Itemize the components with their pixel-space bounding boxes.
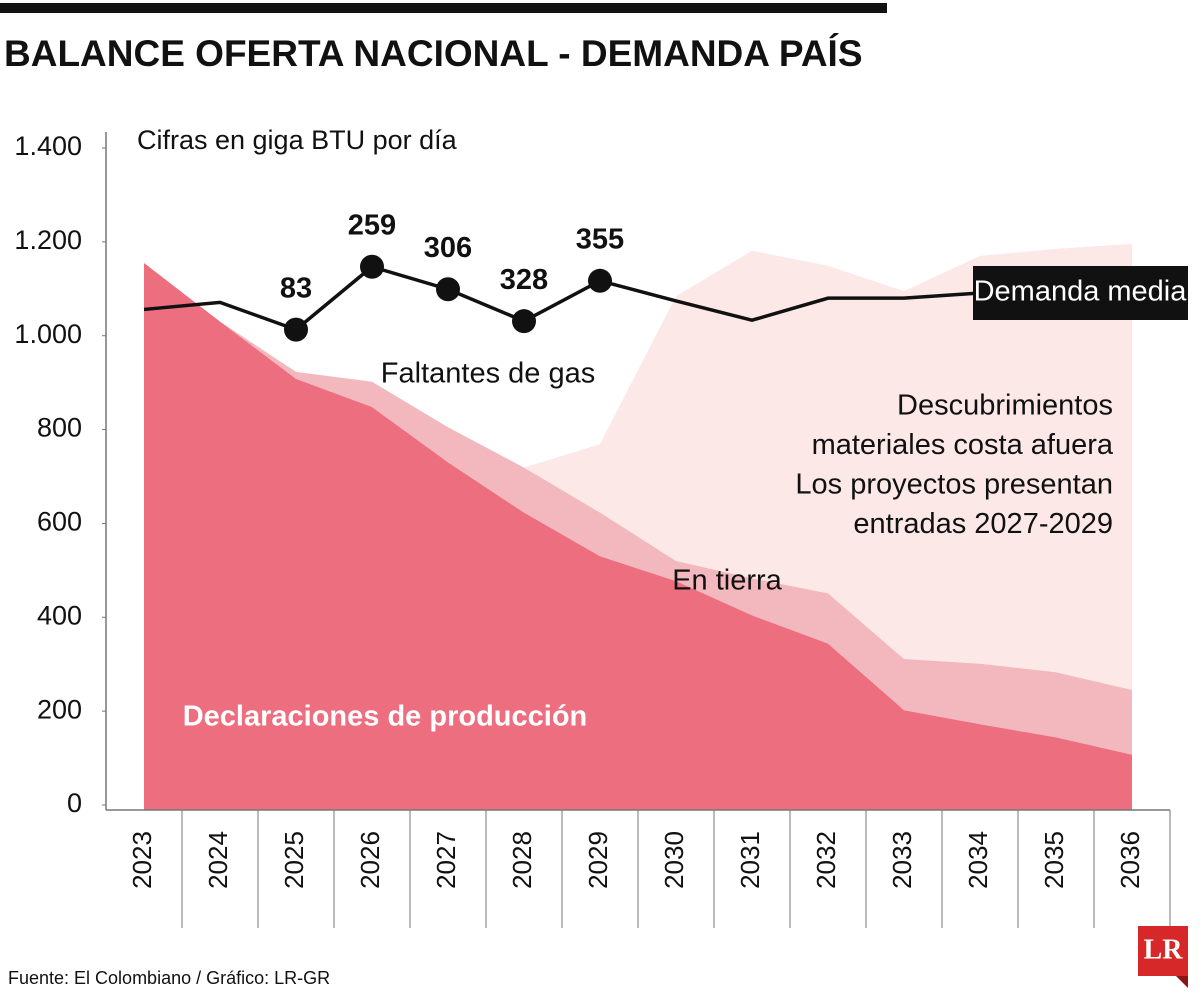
series-label: Declaraciones de producción [183,701,588,733]
logo-box [1138,926,1188,976]
area [144,243,1132,691]
y-tick-label: 200 [37,694,82,724]
source: Fuente: El Colombiano / Gráfico: LR-GR [8,968,330,988]
marker [436,277,460,302]
logo-text: LR [1144,934,1184,965]
y-tick-label: 0 [67,788,82,818]
series-label: entradas 2027-2029 [853,508,1113,540]
series-label: Descubrimientos [897,390,1113,422]
y-tick-label: 1.000 [14,319,82,349]
x-tick-label: 2023 [127,831,157,889]
x-tick-label: 2035 [1039,831,1069,889]
x-tick-label: 2027 [431,831,461,889]
plot: 0 200 400 600 800 1.000 1.200 1.400 2023 2024 2025… [14,131,1188,928]
y-tick-label: 1.200 [14,225,82,255]
x-tick-label: 2033 [887,831,917,889]
x-tick-label: 2025 [279,831,309,889]
x-tick-label: 2029 [583,831,613,889]
y-tick-label: 600 [37,507,82,537]
logo-fold [1176,976,1188,988]
marker [512,309,536,334]
x-tick-label: 2032 [811,831,841,889]
x-tick-label: 2026 [355,831,385,889]
chart-title: BALANCE OFERTA NACIONAL - DEMANDA PAÍS [4,33,863,74]
marker [588,268,612,293]
series-label: Los proyectos presentan [795,469,1113,501]
x-tick-label: 2030 [659,831,689,889]
area [144,262,1132,811]
marker-label: 259 [348,209,396,241]
chart-subtitle: Cifras en giga BTU por día [137,125,458,155]
x-tick-label: 2024 [203,831,233,889]
marker [360,254,384,279]
area [144,262,1132,755]
y-tick-label: 400 [37,600,82,630]
marker-label: 83 [280,272,312,304]
marker [284,317,308,342]
y-tick-label: 800 [37,413,82,443]
marker-label: 355 [576,223,624,255]
line [143,264,1133,332]
marker-label: 328 [500,264,548,296]
series-label: materiales costa afuera [812,429,1114,461]
x-tick-label: 2034 [963,831,993,889]
line-label-box [973,266,1188,320]
annotation: Faltantes de gas [381,358,595,390]
top-bar [0,3,887,13]
y-tick-label: 1.400 [14,131,82,161]
x-tick-label: 2036 [1115,831,1145,889]
logo: LR [1138,926,1188,988]
series-label: En tierra [672,565,782,597]
marker-label: 306 [424,232,472,264]
x-tick-label: 2031 [735,831,765,889]
line-label: Demanda media [974,276,1188,308]
x-tick-label: 2028 [507,831,537,889]
